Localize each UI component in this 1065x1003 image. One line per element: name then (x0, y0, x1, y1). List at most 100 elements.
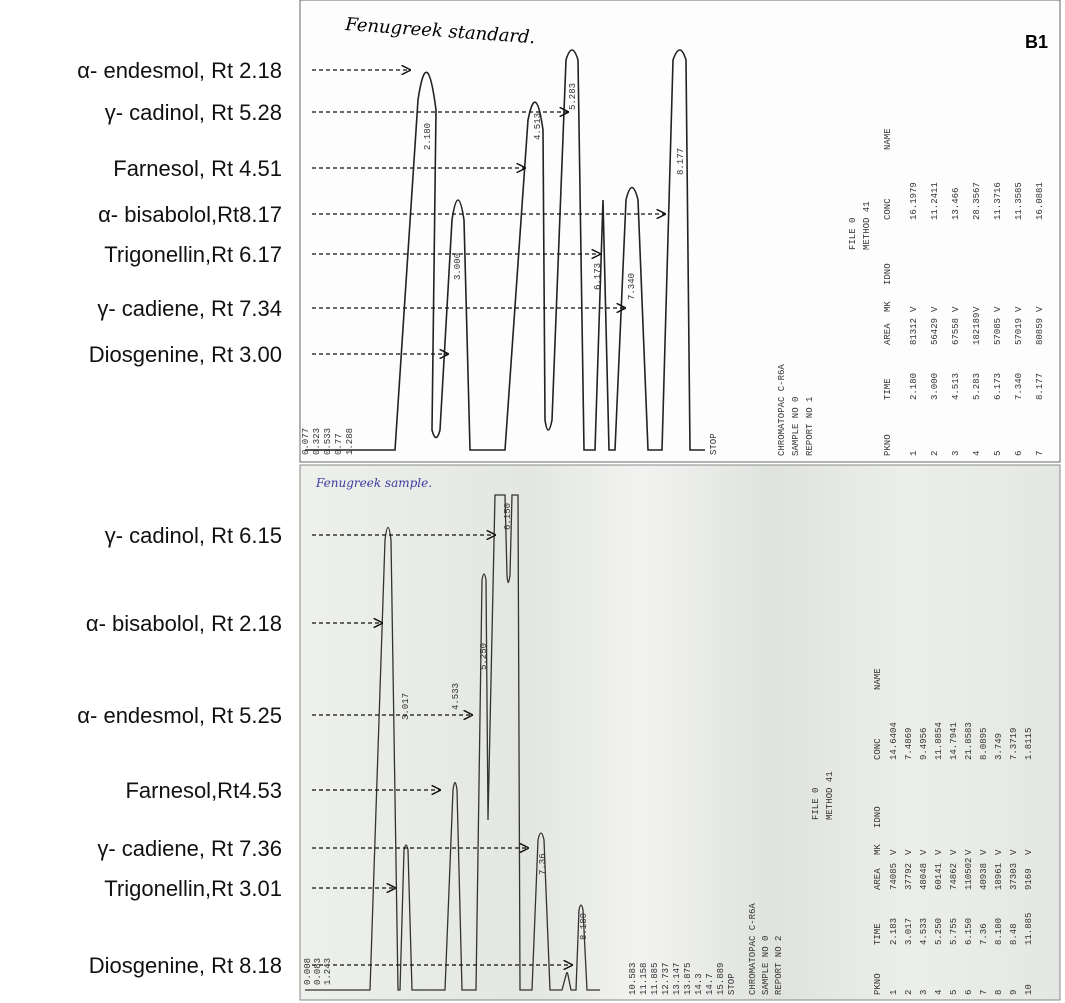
report-cell: V (889, 849, 899, 855)
report-column: AREA (873, 868, 883, 890)
report-cell: 4.533 (919, 918, 929, 945)
baseline-label: 0.323 (312, 428, 322, 455)
compound-label: Farnesol,Rt4.53 (125, 778, 282, 803)
report-cell: V (1009, 849, 1019, 855)
report-file: FILE 0 (811, 788, 821, 820)
report-cell: 67558 (951, 318, 961, 345)
report-cell: 9.4956 (919, 728, 929, 760)
baseline-label: 0.008 (303, 958, 313, 985)
report-cell: 6 (1014, 451, 1024, 456)
tail-label: 14.7 (705, 973, 715, 995)
report-cell: 40938 (979, 863, 989, 890)
standard-panel (299, 0, 1061, 463)
peak-label: 8.177 (676, 148, 686, 175)
baseline-label: 0.083 (313, 958, 323, 985)
report-cell: 11.885 (1024, 913, 1034, 945)
compound-label: γ- cadinol, Rt 6.15 (105, 523, 282, 548)
report-header: SAMPLE NO 0 (791, 397, 801, 456)
report-cell: 57019 (1014, 318, 1024, 345)
report-cell: 2 (930, 451, 940, 456)
report-column: NAME (873, 668, 883, 690)
report-cell: 6.150 (964, 918, 974, 945)
baseline-label: 0.77 (334, 433, 344, 455)
report-cell: V (1035, 306, 1045, 312)
report-cell: V (993, 306, 1003, 312)
peak-label: 3.017 (401, 693, 411, 720)
report-cell: V (994, 849, 1004, 855)
report-cell: 9169 (1024, 868, 1034, 890)
peak-label: 6.150 (503, 503, 513, 530)
report-cell: 7.36 (979, 923, 989, 945)
report-cell: 11.3585 (1014, 182, 1024, 220)
report-cell: V (1024, 849, 1034, 855)
report-cell: 81312 (909, 318, 919, 345)
tail-label: 13.875 (683, 963, 693, 995)
compound-label: α- bisabolol, Rt 2.18 (86, 611, 282, 636)
report-header: CHROMATOPAC C-R6A (777, 364, 787, 456)
peak-label: 8.180 (579, 913, 589, 940)
peak-label: 7.36 (538, 853, 548, 875)
report-cell: 80859 (1035, 318, 1045, 345)
report-column: IDNO (873, 806, 883, 828)
report-file: METHOD 41 (862, 201, 872, 250)
report-cell: 5 (949, 990, 959, 995)
report-cell: V (934, 849, 944, 855)
report-cell: 7.340 (1014, 373, 1024, 400)
sample-trace (305, 494, 600, 991)
report-file: FILE 0 (848, 218, 858, 250)
report-column: MK (883, 301, 893, 312)
report-column: MK (873, 844, 883, 855)
report-cell: V (930, 306, 940, 312)
peak-label: 4.513 (533, 113, 543, 140)
report-cell: 8.180 (994, 918, 1004, 945)
report-cell: 9 (1009, 990, 1019, 995)
report-cell: 1.8115 (1024, 728, 1034, 760)
peak-label: 7.340 (627, 273, 637, 300)
report-cell: 10 (1024, 984, 1034, 995)
compound-label: γ- cadiene, Rt 7.36 (97, 836, 282, 861)
report-cell: V (951, 306, 961, 312)
report-column: CONC (883, 198, 893, 220)
report-cell: V (949, 849, 959, 855)
report-cell: 14.6404 (889, 722, 899, 760)
report-cell: 37303 (1009, 863, 1019, 890)
tail-label: 11.158 (639, 963, 649, 995)
compound-label: γ- cadinol, Rt 5.28 (105, 100, 282, 125)
report-cell: V (909, 306, 919, 312)
report-cell: 11.8854 (934, 722, 944, 760)
report-cell: 74862 (949, 863, 959, 890)
report-cell: 4.513 (951, 373, 961, 400)
report-header: CHROMATOPAC C-R6A (748, 903, 758, 995)
report-cell: 3.749 (994, 733, 1004, 760)
tail-label: 14.3 (694, 973, 704, 995)
compound-label: Farnesol, Rt 4.51 (113, 156, 282, 181)
report-cell: 8.177 (1035, 373, 1045, 400)
tail-label: 11.885 (650, 963, 660, 995)
report-column: NAME (883, 128, 893, 150)
report-cell: 74085 (889, 863, 899, 890)
compound-label: γ- cadiene, Rt 7.34 (97, 296, 282, 321)
tail-label: 12.737 (661, 963, 671, 995)
report-cell: 3 (951, 451, 961, 456)
report-cell: 3.017 (904, 918, 914, 945)
report-cell: 1 (889, 990, 899, 995)
tail-label: STOP (727, 973, 737, 995)
report-cell: 5.283 (972, 373, 982, 400)
compound-label: Trigonellin,Rt 3.01 (104, 876, 282, 901)
report-cell: 182189 (972, 313, 982, 345)
report-cell: 56429 (930, 318, 940, 345)
peak-label: 6.173 (593, 263, 603, 290)
report-cell: 14.7941 (949, 722, 959, 760)
compound-label: Diosgenine, Rt 8.18 (89, 953, 282, 978)
baseline-label: 0.533 (323, 428, 333, 455)
report-cell: 7.4869 (904, 728, 914, 760)
tail-label: 13.147 (672, 963, 682, 995)
report-cell: 8.48 (1009, 923, 1019, 945)
report-cell: 60141 (934, 863, 944, 890)
report-header: REPORT NO 2 (774, 936, 784, 995)
report-column: PKNO (883, 434, 893, 456)
report-cell: 5 (993, 451, 1003, 456)
tail-label: 10.583 (628, 963, 638, 995)
